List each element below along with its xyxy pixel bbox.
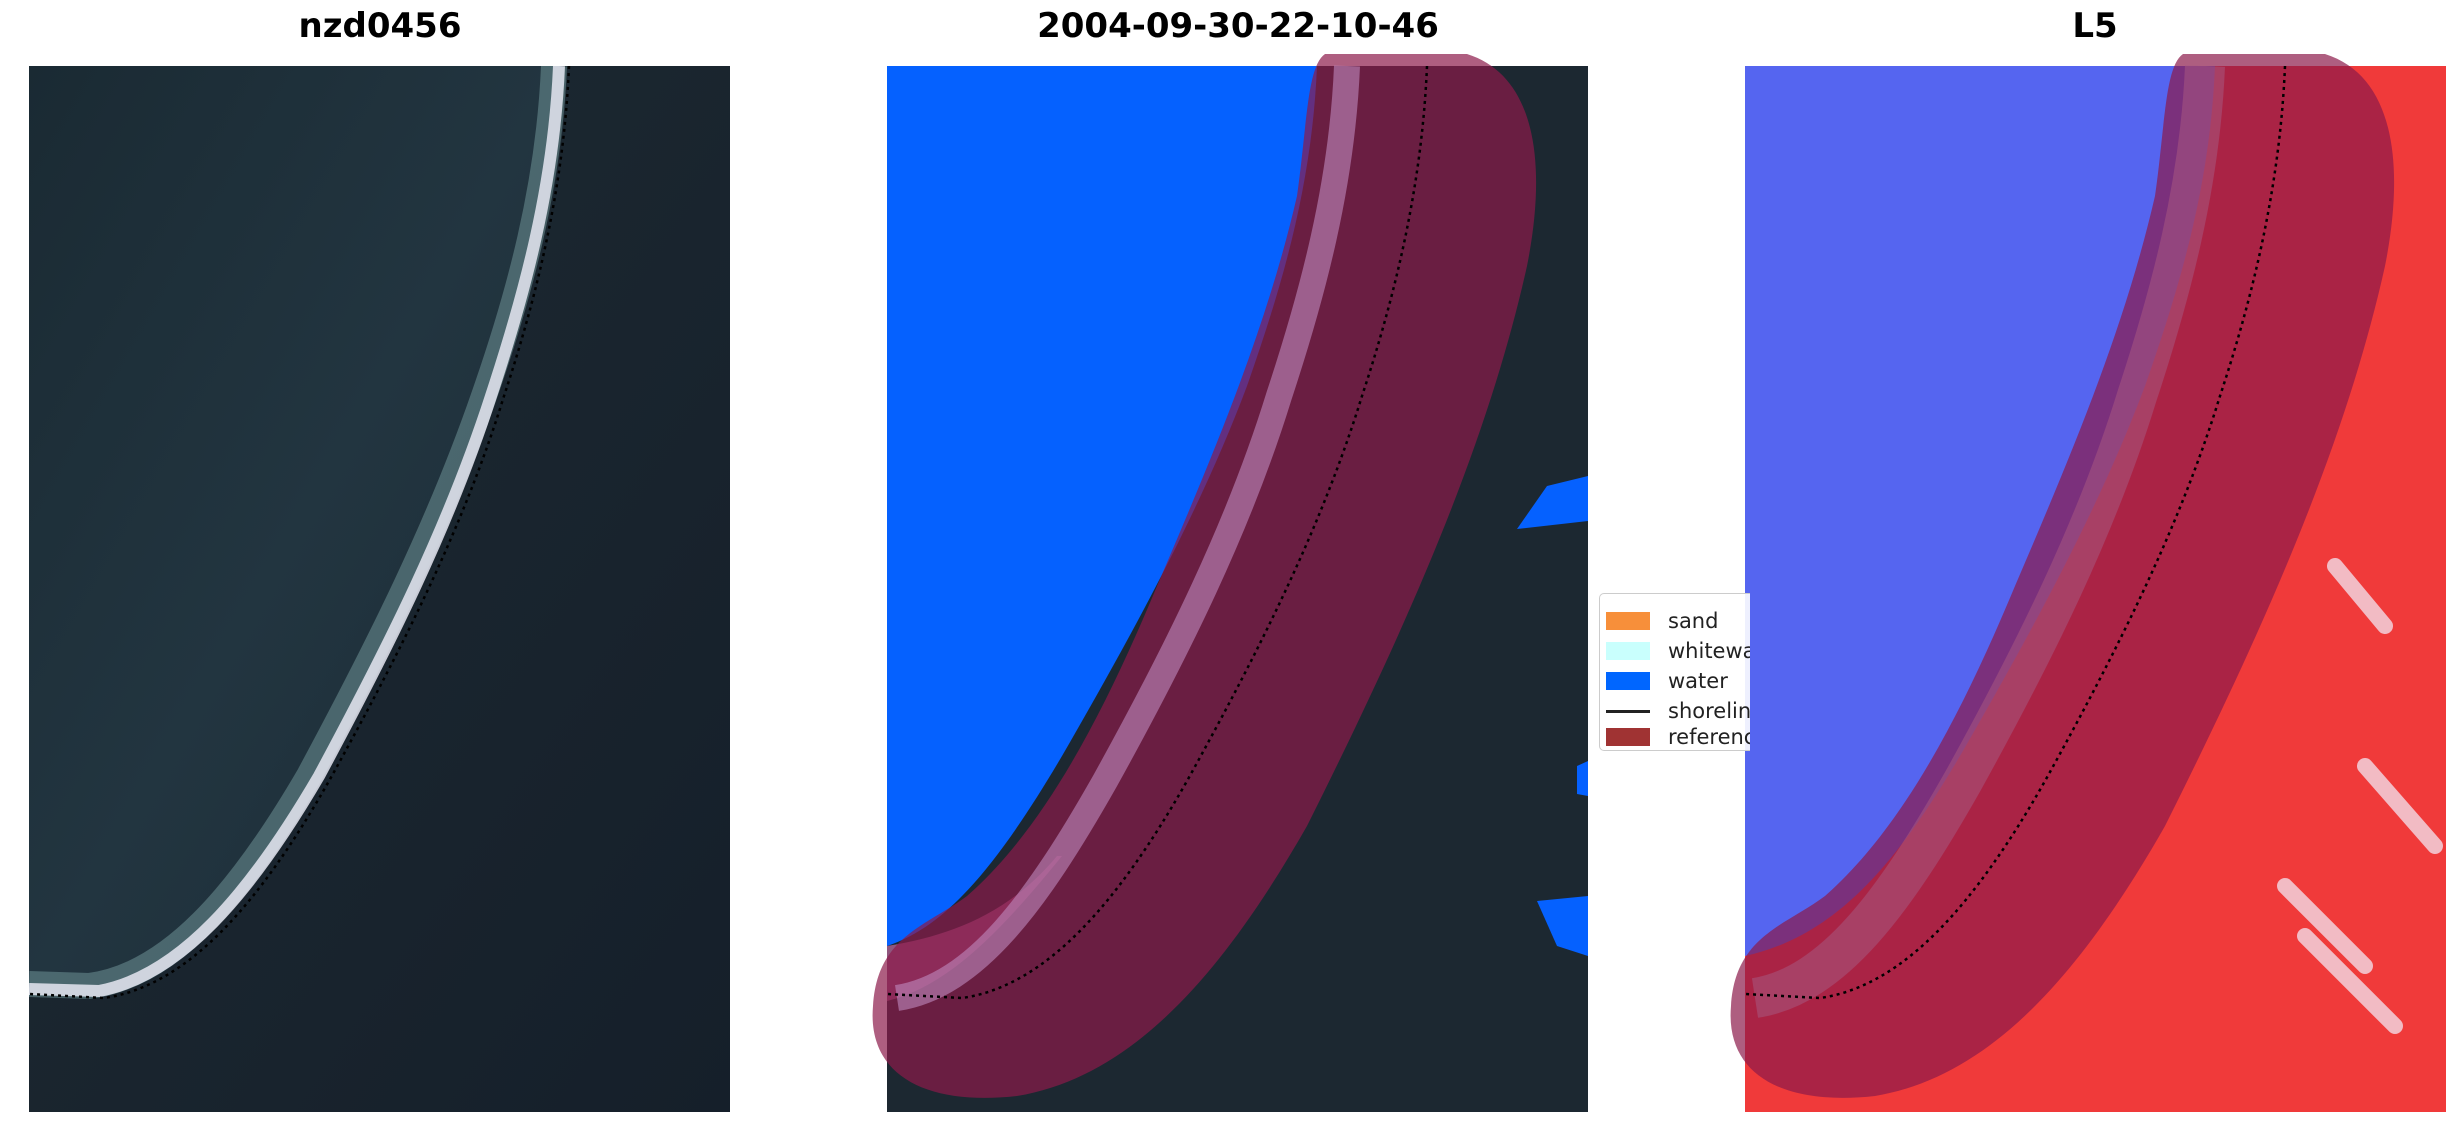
shoreline bbox=[29, 66, 571, 1000]
reference-buffer bbox=[1730, 54, 2395, 1098]
legend-item-shoreline: shoreline bbox=[1606, 696, 1750, 726]
water-swatch bbox=[1606, 672, 1650, 690]
water-patch bbox=[1577, 761, 1588, 796]
shoreline bbox=[1744, 65, 2287, 1000]
legend-label: sand bbox=[1668, 609, 1719, 633]
panel-title-index: L5 bbox=[2072, 6, 2118, 46]
water-index bbox=[1745, 66, 2215, 956]
whitewater-band bbox=[894, 65, 1360, 1011]
index-map bbox=[1730, 54, 2446, 1112]
legend: sand whitewater water shoreline referenc… bbox=[1599, 593, 1750, 751]
legend-label: whitewater bbox=[1668, 639, 1750, 663]
legend-item-reference: reference bbox=[1606, 722, 1750, 750]
rgb-image bbox=[29, 66, 730, 1112]
reference-swatch bbox=[1606, 728, 1650, 746]
sand-swatch bbox=[1606, 612, 1650, 630]
water-patch bbox=[1537, 896, 1588, 956]
shoreline bbox=[886, 65, 1429, 1000]
panel-title-classification: 2004-09-30-22-10-46 bbox=[1037, 6, 1439, 46]
water-patch bbox=[1517, 476, 1588, 529]
legend-label: water bbox=[1668, 669, 1728, 693]
index-panel bbox=[1730, 54, 2446, 1112]
rgb-image-panel bbox=[29, 66, 730, 1112]
water-class bbox=[887, 66, 1317, 946]
panel-title-image: nzd0456 bbox=[298, 6, 462, 46]
whitewater-swatch bbox=[1606, 642, 1650, 660]
legend-item-whitewater: whitewater bbox=[1606, 636, 1750, 666]
shoreline-swatch bbox=[1606, 709, 1650, 713]
legend-label: reference bbox=[1668, 725, 1750, 749]
legend-label: shoreline bbox=[1668, 699, 1750, 723]
land-highlights bbox=[2277, 558, 2443, 1034]
legend-item-water: water bbox=[1606, 666, 1728, 696]
legend-item-sand: sand bbox=[1606, 606, 1718, 636]
sea-area bbox=[29, 66, 564, 996]
classification-map bbox=[872, 54, 1588, 1112]
classification-panel bbox=[872, 54, 1588, 1112]
whitewater-band bbox=[29, 66, 565, 998]
